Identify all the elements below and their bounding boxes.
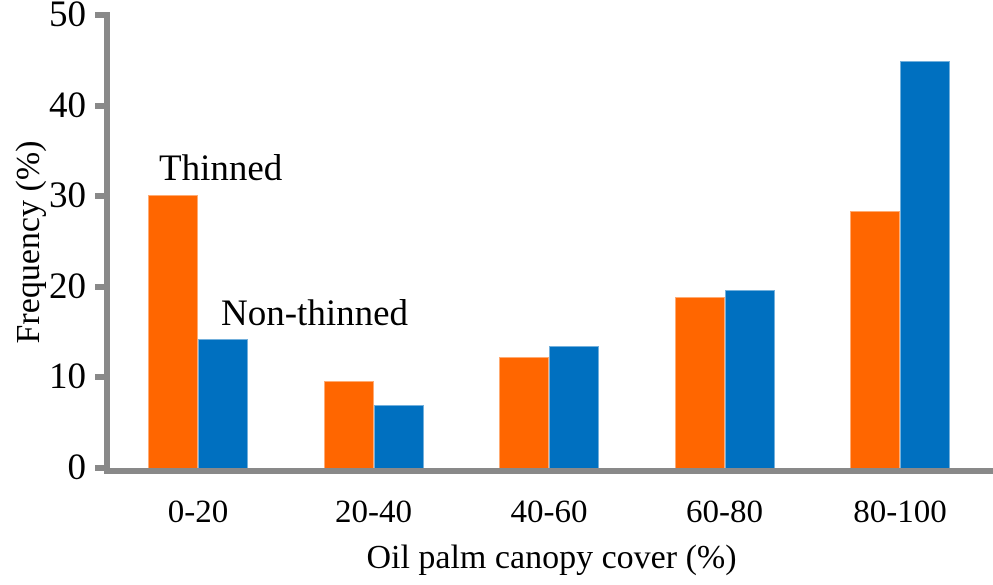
x-tick-label-20-40: 20-40 [335, 494, 412, 530]
bar-thinned-80-100 [850, 210, 900, 468]
x-tick-label-0-20: 0-20 [167, 494, 229, 530]
y-tick-label-50: 50 [49, 0, 86, 35]
bar-non-thinned-0-20 [198, 339, 248, 468]
y-tick-label-30: 30 [49, 175, 86, 217]
y-axis-line [104, 12, 110, 474]
series-label-thinned: Thinned [159, 148, 283, 189]
bar-non-thinned-60-80 [724, 289, 775, 468]
x-axis-title: Oil palm canopy cover (%) [366, 539, 737, 576]
y-tick-label-40: 40 [49, 84, 86, 126]
x-axis-line [104, 468, 993, 474]
bar-thinned-60-80 [674, 296, 725, 468]
y-tick-label-20: 20 [49, 265, 86, 307]
x-tick-label-60-80: 60-80 [686, 494, 763, 530]
y-tick-mark-0 [95, 465, 104, 471]
y-axis-title: Frequency (%) [10, 140, 47, 344]
y-tick-mark-40 [95, 102, 104, 109]
y-tick-label-10: 10 [49, 356, 86, 398]
bar-non-thinned-80-100 [900, 61, 950, 468]
bar-thinned-20-40 [323, 381, 374, 468]
y-tick-mark-10 [95, 374, 104, 381]
y-tick-label-0: 0 [67, 447, 87, 488]
bar-thinned-40-60 [499, 357, 549, 468]
y-tick-mark-30 [95, 193, 104, 200]
series-label-non-thinned: Non-thinned [221, 293, 409, 334]
x-tick-label-40-60: 40-60 [510, 494, 588, 530]
bar-non-thinned-20-40 [373, 404, 424, 468]
bar-non-thinned-40-60 [549, 345, 599, 468]
y-tick-mark-20 [95, 283, 104, 290]
y-tick-mark-50 [95, 12, 104, 18]
x-tick-label-80-100: 80-100 [853, 494, 947, 530]
bar-thinned-0-20 [148, 195, 198, 468]
